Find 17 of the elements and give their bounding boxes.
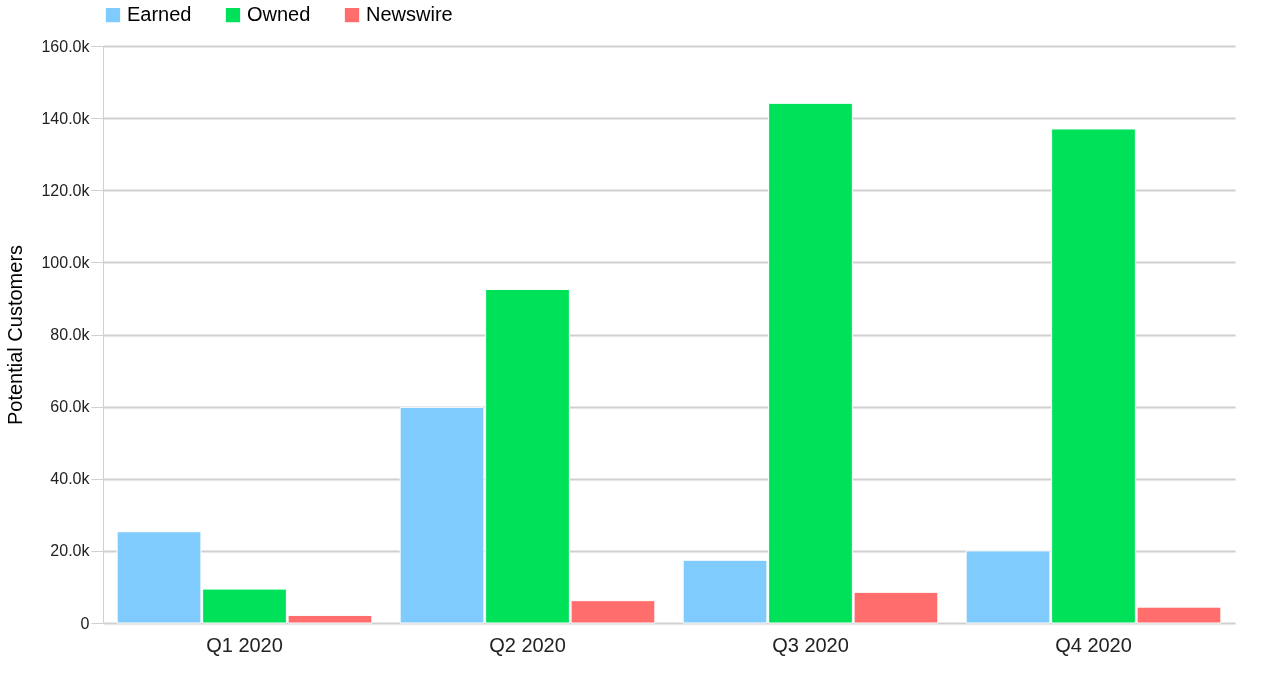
y-tick-label: 20.0k: [50, 542, 91, 560]
y-tick-label: 0: [80, 614, 90, 632]
y-axis-title: Potential Customers: [4, 244, 27, 426]
x-tick-label: Q1 2020: [206, 633, 283, 656]
y-tick-label: 80.0k: [50, 326, 91, 343]
y-tick-label: 100.0k: [41, 253, 91, 271]
legend-label: Newswire: [366, 3, 453, 26]
legend-label: Earned: [127, 3, 192, 26]
y-tick-label: 40.0k: [50, 470, 91, 488]
y-tick-label: 60.0k: [50, 398, 91, 416]
y-tick-label: 120.0k: [41, 181, 91, 199]
y-tick-label: 160.0k: [41, 37, 91, 55]
x-tick-label: Q4 2020: [1055, 633, 1132, 656]
x-tick-label: Q2 2020: [489, 633, 566, 656]
x-tick-label: Q3 2020: [772, 633, 849, 656]
legend-label: Owned: [247, 3, 311, 26]
y-tick-label: 140.0k: [41, 109, 91, 127]
